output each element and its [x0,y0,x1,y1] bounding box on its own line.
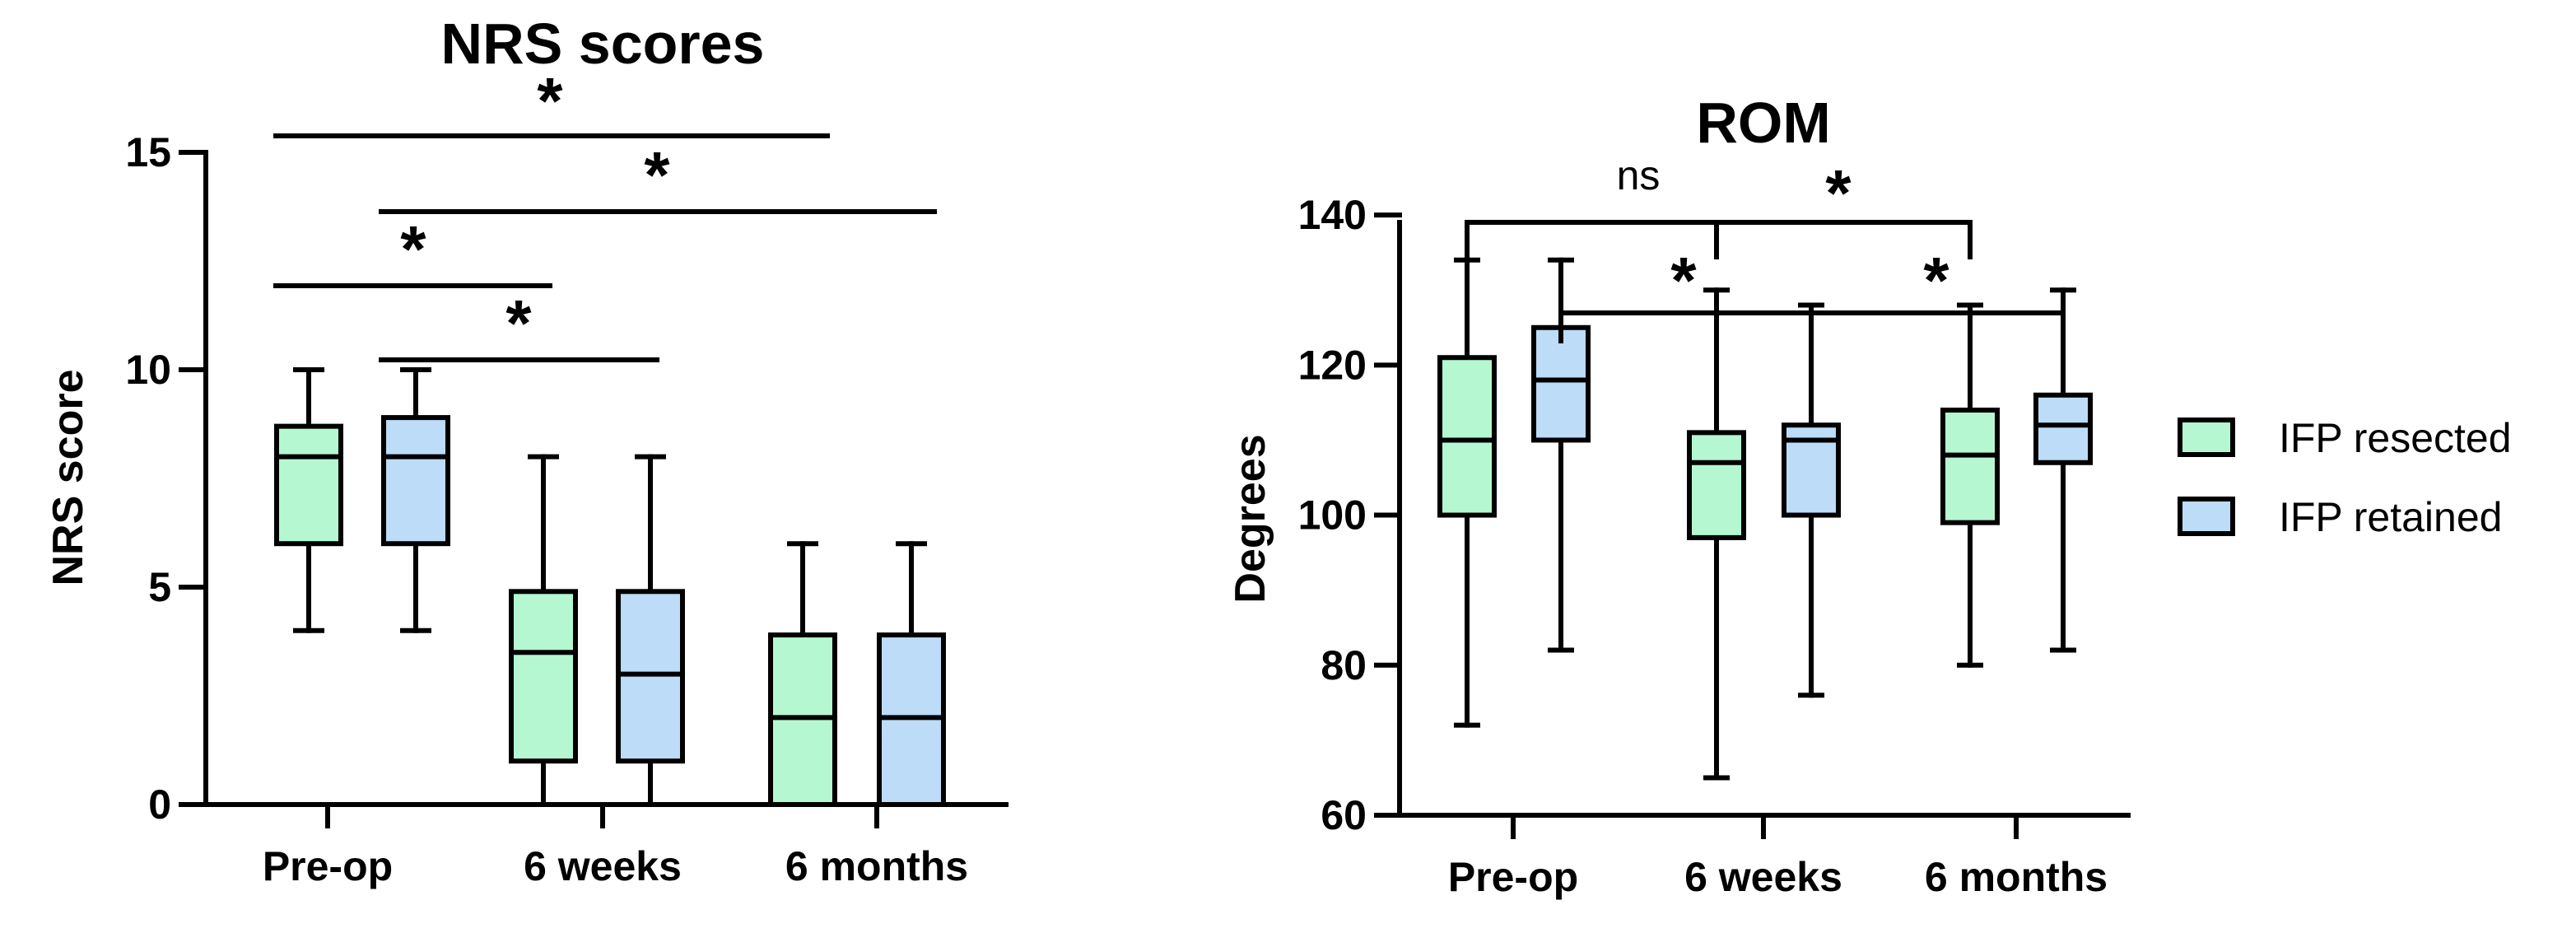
rom-x-tick-label: 6 months [1925,854,2108,900]
rom-box-resected [1687,287,1746,781]
rom-box-retained [2033,287,2093,653]
rom-x-tick-label: 6 weeks [1684,854,1842,900]
significance-label: * [400,212,426,286]
nrs-y-tick-label: 15 [125,129,171,175]
rom-box-resected [1437,257,1497,728]
rom-chart: ROM Degrees 60 80 100 120 140 Pre-op 6 w… [1227,91,2131,900]
box-iqr [2033,392,2093,465]
box-iqr [1531,324,1591,443]
nrs-y-axis-label: NRS score [44,370,92,586]
rom-chart-title: ROM [1696,91,1830,155]
nrs-boxes [274,367,946,808]
rom-y-tick-label: 120 [1298,342,1367,388]
legend-label-retained: IFP retained [2279,494,2502,540]
significance-label: * [1923,244,1949,317]
legend: IFP resected IFP retained [2178,415,2512,540]
nrs-y-tick-label: 0 [148,781,171,828]
nrs-box-retained [616,454,685,807]
rom-y-tick-label: 60 [1321,792,1367,838]
nrs-chart: NRS scores NRS score 0 5 10 15 Pre-op 6 … [44,12,1009,889]
nrs-box-retained [381,367,450,633]
significance-label: * [505,287,532,360]
legend-label-resected: IFP resected [2279,415,2512,461]
rom-tick-labels: 60 80 100 120 140 Pre-op 6 weeks 6 month… [1298,192,2108,900]
nrs-y-tick-label: 5 [148,564,171,610]
significance-label: * [537,64,563,138]
nrs-x-tick-label: 6 months [785,843,968,889]
nrs-box-retained [877,541,946,808]
box-iqr [1437,355,1497,518]
box-iqr [274,423,343,547]
nrs-significance-brackets: * * * * [273,64,937,362]
nrs-box-resected [509,454,578,807]
legend-swatch-resected [2178,418,2235,457]
nrs-x-tick-label: 6 weeks [524,843,682,889]
rom-significance-brackets: * * ns * * [1465,152,2066,352]
nrs-x-tick-label: Pre-op [263,843,393,889]
box-iqr [509,589,578,764]
legend-swatch-retained [2178,497,2235,536]
box-iqr [1940,408,2000,525]
rom-y-tick-label: 140 [1298,192,1367,238]
rom-y-tick-label: 100 [1298,492,1367,539]
box-iqr [381,415,450,547]
rom-axes [1374,212,2131,839]
rom-box-resected [1940,302,2000,668]
significance-label: * [1670,244,1697,317]
rom-y-tick-label: 80 [1321,642,1367,688]
significance-label: * [644,138,670,212]
rom-box-retained [1782,302,1841,698]
nrs-y-tick-label: 10 [125,347,171,393]
rom-boxes [1437,257,2093,781]
nrs-axes [179,150,1009,828]
rom-y-axis-label: Degrees [1227,434,1274,603]
nrs-tick-labels: 0 5 10 15 Pre-op 6 weeks 6 months [125,129,968,889]
rom-x-tick-label: Pre-op [1448,854,1578,900]
box-iqr [1687,430,1746,540]
significance-label: * [1825,156,1852,230]
nrs-box-resected [274,367,343,633]
nrs-chart-title: NRS scores [441,12,765,76]
nrs-box-resected [768,541,837,808]
significance-label: ns [1617,152,1661,198]
